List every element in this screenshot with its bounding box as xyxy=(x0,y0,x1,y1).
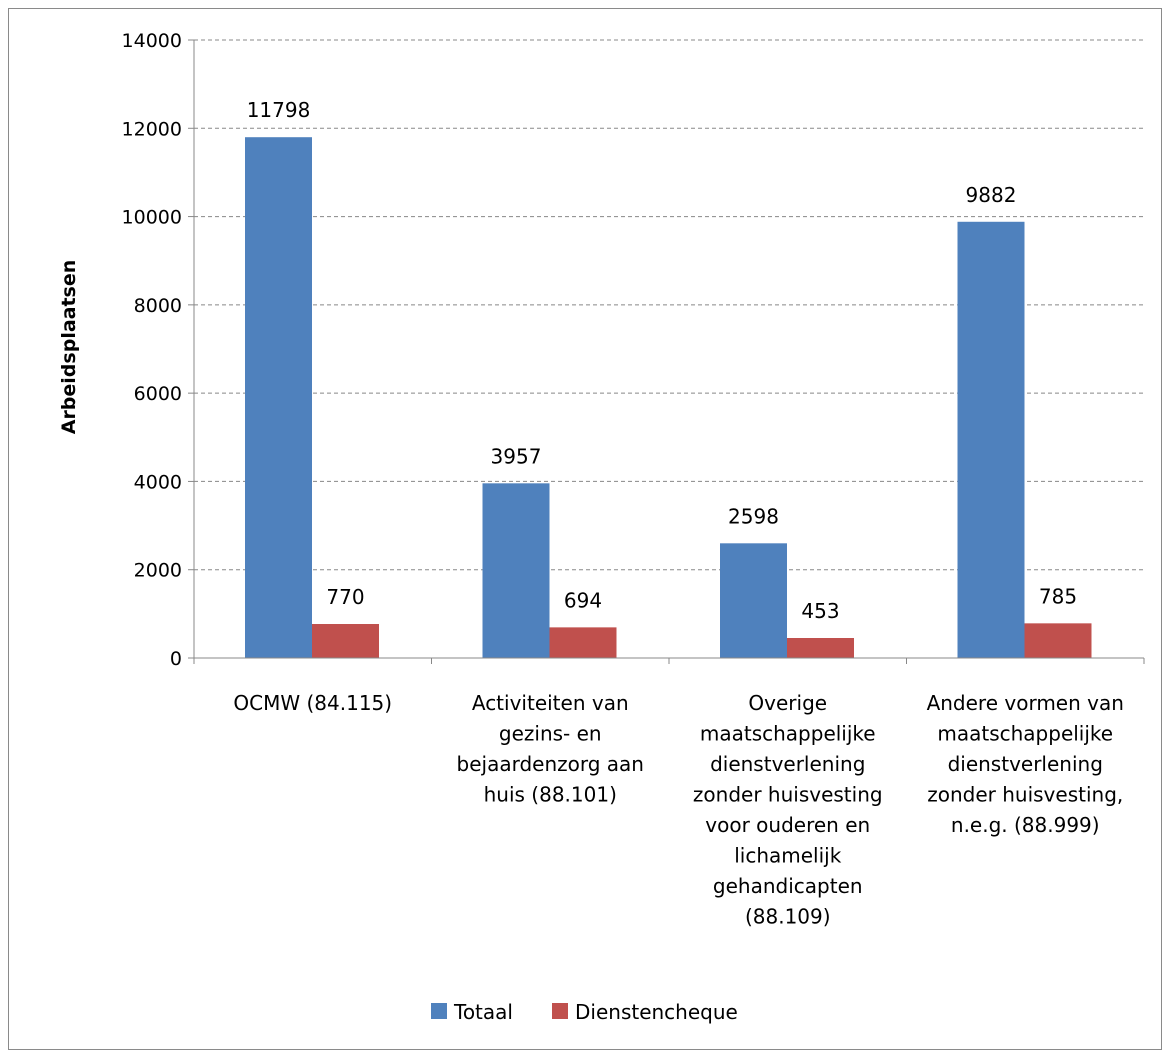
category-label: lichamelijk xyxy=(734,844,841,868)
bar-dienstencheque xyxy=(787,638,854,658)
data-label: 2598 xyxy=(728,504,779,528)
y-axis-label: Arbeidsplaatsen xyxy=(58,260,80,435)
data-label: 9882 xyxy=(966,183,1017,207)
legend: Totaal Dienstencheque xyxy=(431,1000,738,1024)
bar-totaal xyxy=(245,137,312,658)
legend-swatch-totaal xyxy=(431,1003,447,1019)
data-label: 11798 xyxy=(247,98,311,122)
legend-swatch-dienstencheque xyxy=(552,1003,568,1019)
category-label: Activiteiten van xyxy=(472,691,629,715)
bar-dienstencheque xyxy=(1024,623,1092,658)
legend-label-dienstencheque: Dienstencheque xyxy=(575,1000,738,1024)
category-label: (88.109) xyxy=(745,905,831,929)
y-tick-label: 10000 xyxy=(122,207,182,229)
y-tick-label: 4000 xyxy=(134,471,182,493)
data-label: 694 xyxy=(564,588,602,612)
data-labels: 11798 3957 2598 9882 770 694 453 785 xyxy=(247,98,1077,623)
bar-dienstencheque xyxy=(312,624,379,658)
category-label: gezins- en xyxy=(499,722,602,746)
category-label: zonder huisvesting xyxy=(693,783,883,807)
y-tick-label: 14000 xyxy=(122,30,182,52)
legend-label-totaal: Totaal xyxy=(453,1000,513,1024)
category-label: voor ouderen en xyxy=(705,813,870,837)
bar-totaal xyxy=(720,543,787,658)
data-label: 453 xyxy=(801,599,839,623)
axes xyxy=(193,40,1145,664)
y-tick-label: 2000 xyxy=(134,560,182,582)
category-label: n.e.g. (88.999) xyxy=(951,813,1100,837)
category-label: dienstverlening xyxy=(710,752,865,776)
category-label: gehandicapten xyxy=(713,874,863,898)
bar-totaal xyxy=(957,221,1025,659)
category-label: zonder huisvesting, xyxy=(927,783,1123,807)
category-label: dienstverlening xyxy=(948,752,1103,776)
category-label: OCMW (84.115) xyxy=(233,691,392,715)
category-label: maatschappelijke xyxy=(700,722,876,746)
bars xyxy=(245,137,1092,659)
category-label: Overige xyxy=(748,691,827,715)
y-tick-label: 12000 xyxy=(122,118,182,140)
data-label: 785 xyxy=(1039,584,1077,608)
data-label: 3957 xyxy=(491,444,542,468)
y-tick-label: 8000 xyxy=(134,295,182,317)
category-label: Andere vormen van xyxy=(927,691,1124,715)
category-labels: OCMW (84.115) Activiteiten van gezins- en b… xyxy=(233,691,1124,929)
y-tick-label: 6000 xyxy=(134,383,182,405)
y-axis-ticks: 0 2000 4000 6000 8000 10000 12000 14000 xyxy=(122,30,194,670)
bar-totaal xyxy=(482,483,550,658)
y-tick-label: 0 xyxy=(170,648,182,670)
category-label: bejaardenzorg aan xyxy=(457,752,644,776)
category-label: huis (88.101) xyxy=(484,783,617,807)
bar-dienstencheque xyxy=(549,627,617,658)
category-label: maatschappelijke xyxy=(937,722,1113,746)
data-label: 770 xyxy=(326,585,364,609)
